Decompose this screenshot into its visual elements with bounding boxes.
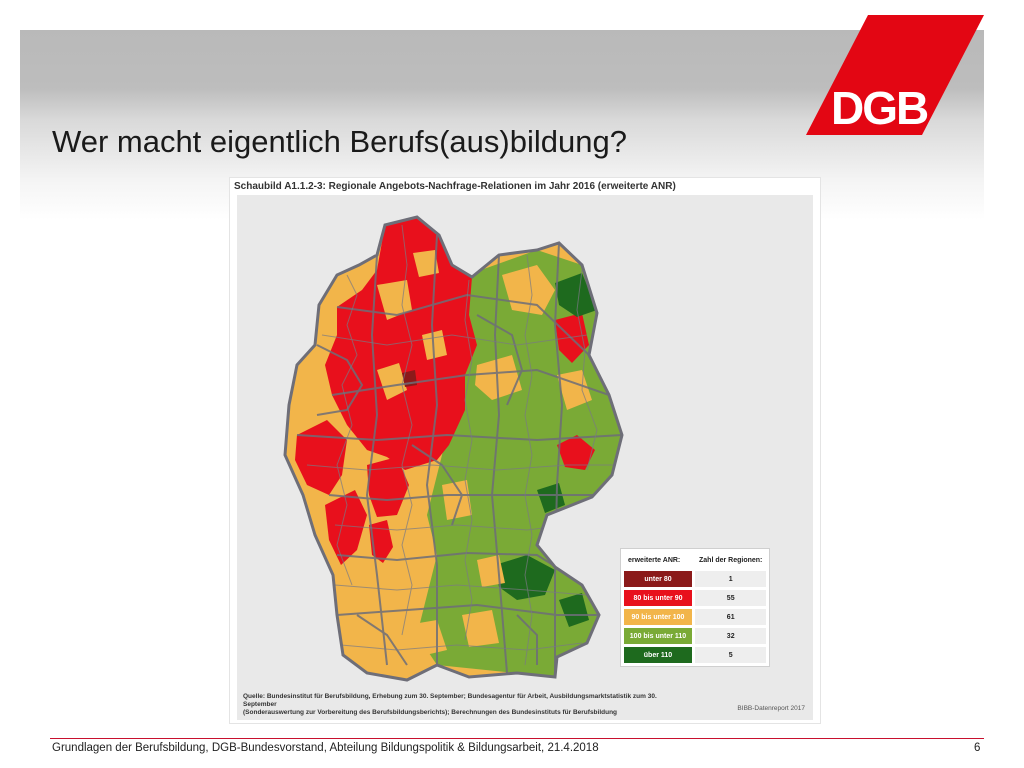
region-red-hessen bbox=[367, 457, 409, 517]
region-orange-east4 bbox=[442, 480, 472, 520]
legend-count: 1 bbox=[695, 571, 767, 587]
legend-row: unter 80 1 bbox=[624, 571, 767, 587]
legend-swatch: über 110 bbox=[624, 647, 692, 663]
figure-caption: Schaubild A1.1.2-3: Regionale Angebots-N… bbox=[234, 181, 676, 192]
region-orange-north2 bbox=[413, 250, 439, 277]
legend-header-count: Zahl der Regionen: bbox=[699, 556, 763, 564]
footer-divider bbox=[50, 738, 984, 739]
region-orange-north3 bbox=[377, 363, 407, 400]
legend-row: 100 bis unter 110 32 bbox=[624, 628, 767, 644]
source-line-1: Quelle: Bundesinstitut für Berufsbildung… bbox=[243, 693, 657, 708]
legend-swatch: unter 80 bbox=[624, 571, 692, 587]
region-red-east2 bbox=[557, 435, 595, 470]
dgb-logo: DGB bbox=[806, 15, 984, 135]
region-red-west bbox=[295, 420, 347, 495]
region-orange-south3 bbox=[462, 610, 499, 647]
legend-header-category: erweiterte ANR: bbox=[628, 556, 681, 564]
region-red-rheinland bbox=[325, 490, 367, 565]
region-red-north bbox=[325, 217, 477, 470]
legend-count: 5 bbox=[695, 647, 767, 663]
page-number: 6 bbox=[974, 742, 981, 754]
legend-count: 32 bbox=[695, 628, 767, 644]
region-darkgreen-bayern2 bbox=[559, 593, 589, 627]
map-figure: Schaubild A1.1.2-3: Regionale Angebots-N… bbox=[229, 177, 821, 724]
map-legend: erweiterte ANR: Zahl der Regionen: unter… bbox=[620, 548, 771, 667]
legend-row: über 110 5 bbox=[624, 647, 767, 663]
slide-title: Wer macht eigentlich Berufs(aus)bildung? bbox=[52, 124, 627, 159]
region-darkgreen-ne bbox=[555, 273, 597, 317]
legend-row: 90 bis unter 100 61 bbox=[624, 609, 767, 625]
region-orange-north4 bbox=[422, 330, 447, 360]
legend-swatch: 90 bis unter 100 bbox=[624, 609, 692, 625]
legend-count: 55 bbox=[695, 590, 767, 606]
copyright-note: BIBB-Datenreport 2017 bbox=[737, 705, 805, 712]
region-darkgreen-sachsen bbox=[537, 483, 565, 513]
legend-row: 80 bis unter 90 55 bbox=[624, 590, 767, 606]
germany-outline bbox=[283, 215, 624, 682]
legend-swatch: 80 bis unter 90 bbox=[624, 590, 692, 606]
svg-text:DGB: DGB bbox=[831, 82, 928, 134]
region-orange-east2 bbox=[475, 355, 522, 400]
legend-swatch: 100 bis unter 110 bbox=[624, 628, 692, 644]
fine-borders bbox=[306, 224, 615, 666]
legend-count: 61 bbox=[695, 609, 767, 625]
map-panel: erweiterte ANR: Zahl der Regionen: unter… bbox=[237, 195, 813, 720]
source-note: Quelle: Bundesinstitut für Berufsbildung… bbox=[243, 693, 683, 717]
germany-map bbox=[283, 215, 624, 682]
footer-text: Grundlagen der Berufsbildung, DGB-Bundes… bbox=[52, 742, 599, 754]
source-line-2: (Sonderauswertung zur Vorbereitung des B… bbox=[243, 709, 618, 716]
